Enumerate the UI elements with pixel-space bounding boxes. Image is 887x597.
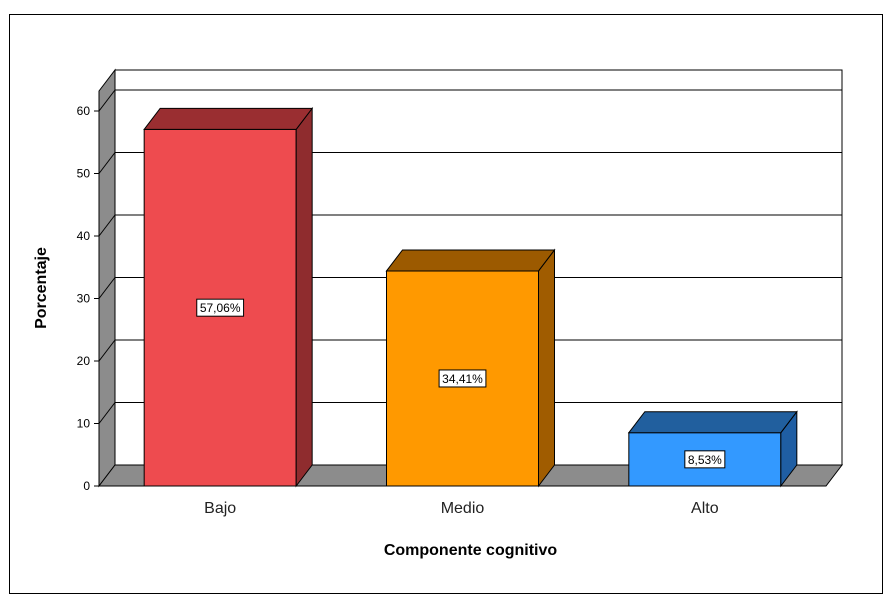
side-wall (98, 68, 116, 488)
x-tick-label: Bajo (204, 500, 236, 517)
bar-side (295, 106, 313, 488)
gridline-side (98, 89, 116, 112)
data-label-text: 34,41% (442, 372, 483, 386)
x-tick-label: Alto (691, 500, 719, 517)
y-tick-label: 20 (77, 354, 91, 368)
bar-alto (627, 410, 798, 488)
data-label-text: 8,53% (688, 453, 722, 467)
data-labels: 57,06% 34,41% 8,53% (196, 298, 726, 469)
bar-chart: 0 10 20 30 40 50 60 Bajo Medio Alto 57,06% 34,41% 8… (33, 68, 844, 559)
gridline-side (98, 402, 116, 424)
x-axis-title: Componente cognitivo (384, 542, 558, 559)
data-label: 34,41% (438, 369, 487, 388)
gridline-side (98, 277, 116, 299)
bar-bajo (143, 106, 314, 488)
y-tick-label: 10 (77, 417, 91, 431)
data-label: 8,53% (684, 450, 726, 469)
bar-top (385, 249, 556, 272)
data-label-text: 57,06% (200, 301, 241, 315)
bar-side (538, 248, 555, 488)
gridline-side (98, 152, 116, 174)
y-tick-label: 0 (83, 479, 90, 493)
data-label-box (196, 298, 245, 317)
y-axis-title: Porcentaje (33, 247, 50, 329)
chart-frame: 0 10 20 30 40 50 60 Bajo Medio Alto 57,06% 34,41% 8… (9, 14, 883, 594)
axes: 0 10 20 30 40 50 60 Bajo Medio Alto (77, 103, 719, 517)
y-tick-label: 40 (77, 229, 91, 243)
y-tick-label: 60 (77, 104, 91, 118)
data-label-box (438, 369, 487, 388)
y-tick-label: 50 (77, 167, 91, 181)
y-tick-label: 30 (77, 292, 91, 306)
bar-top (627, 411, 798, 434)
gridline-side (98, 214, 116, 237)
x-tick-label: Medio (441, 500, 485, 517)
data-label: 57,06% (196, 298, 245, 317)
bar-medio (385, 248, 556, 488)
data-label-box (684, 450, 726, 469)
gridline-side (98, 339, 116, 362)
bar-top (143, 107, 314, 130)
